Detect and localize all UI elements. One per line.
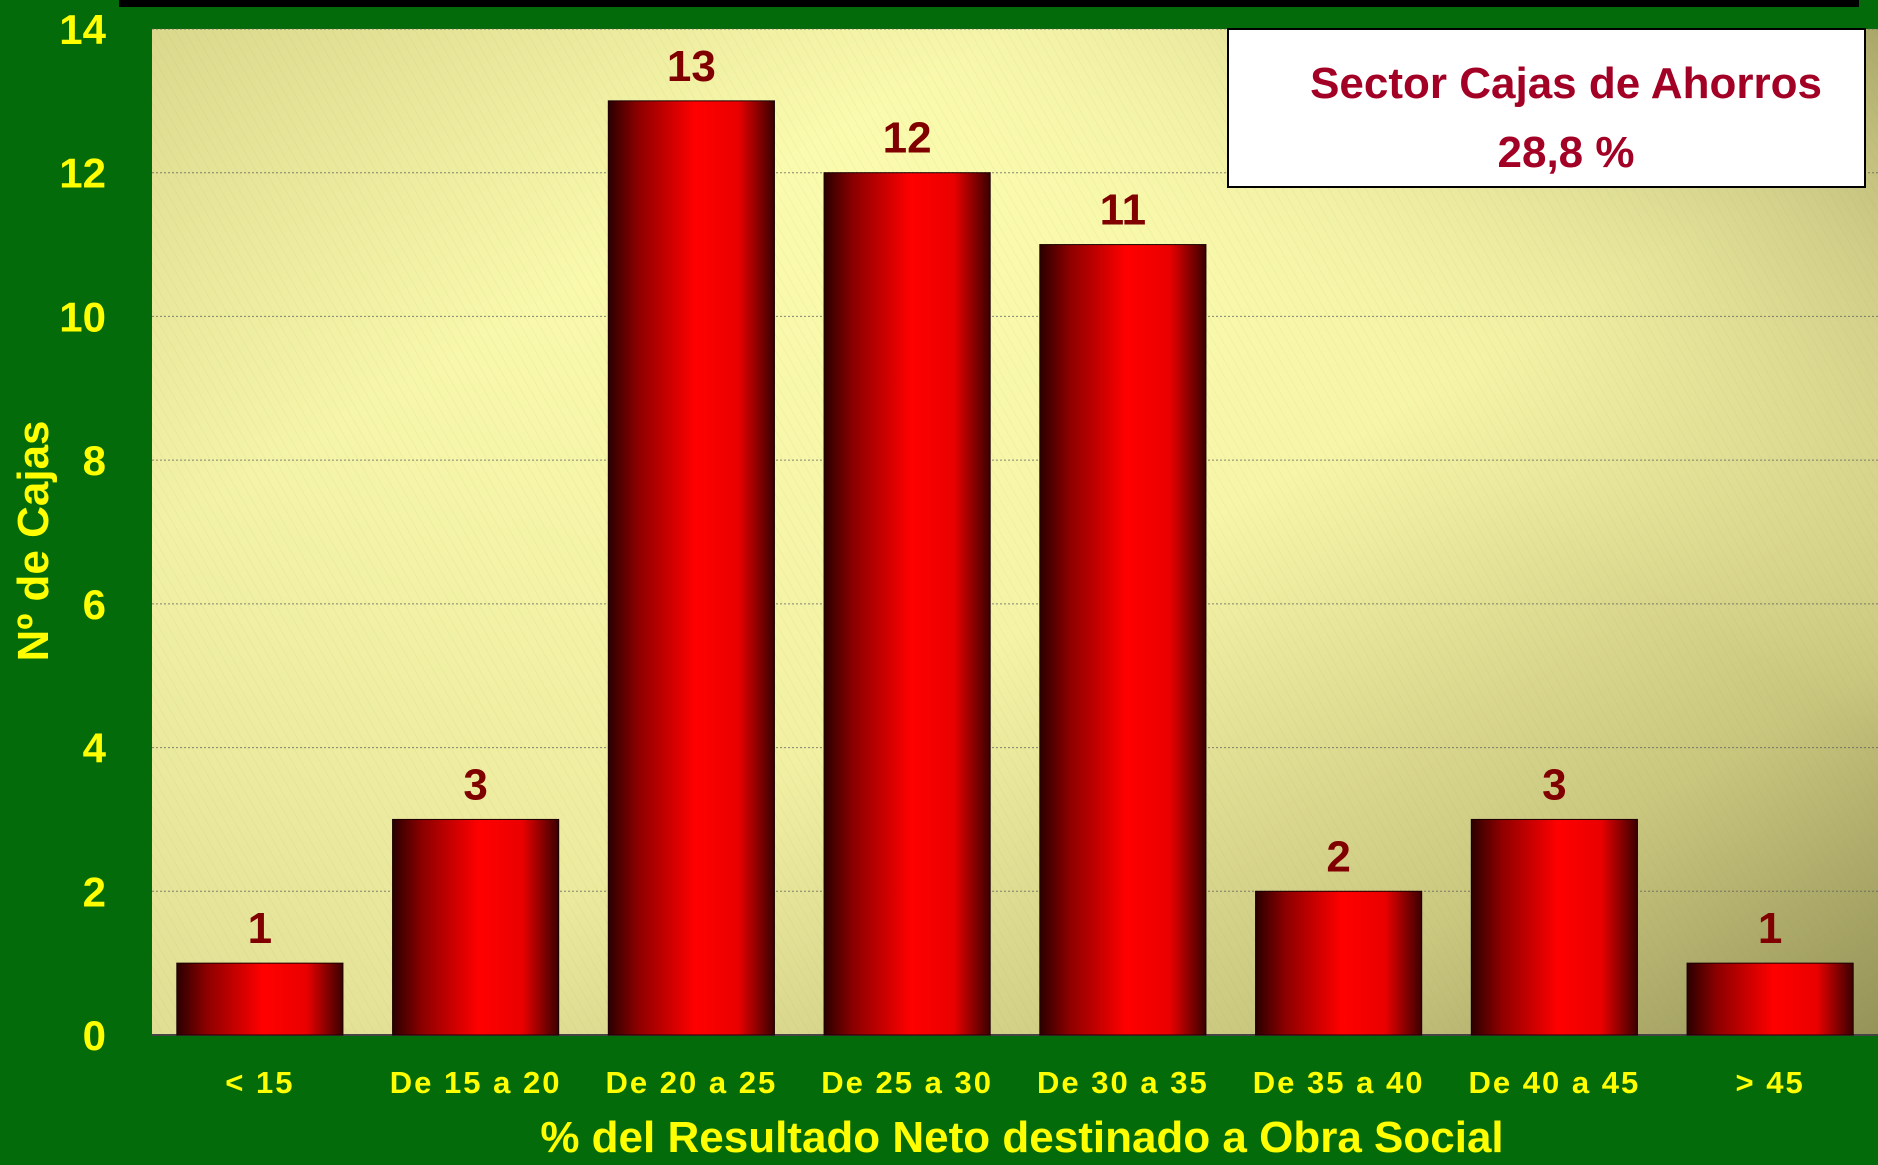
y-tick-label: 0	[83, 1012, 106, 1059]
x-tick-label: De 40 a 45	[1469, 1065, 1641, 1100]
bar	[1255, 890, 1423, 1036]
x-tick-label: De 20 a 25	[606, 1065, 778, 1100]
bar	[176, 962, 344, 1036]
bar	[392, 818, 560, 1036]
x-tick-label: De 15 a 20	[390, 1065, 562, 1100]
y-tick-label: 2	[83, 868, 106, 915]
x-tick-label: > 45	[1736, 1065, 1805, 1100]
y-tick-label: 6	[83, 581, 106, 628]
x-tick-label: De 35 a 40	[1253, 1065, 1425, 1100]
x-axis-title: % del Resultado Neto destinado a Obra So…	[540, 1113, 1503, 1160]
top-border-bar	[119, 0, 1859, 7]
y-tick-label: 12	[59, 150, 106, 197]
data-label: 3	[463, 760, 487, 809]
y-tick-label: 10	[59, 293, 106, 340]
x-tick-label: De 25 a 30	[821, 1065, 993, 1100]
bar	[823, 172, 991, 1036]
y-tick-label: 8	[83, 437, 106, 484]
data-label: 2	[1326, 832, 1350, 881]
y-tick-label: 14	[59, 6, 106, 53]
bar	[607, 100, 775, 1036]
bar	[1686, 962, 1854, 1036]
data-label: 11	[1100, 186, 1147, 235]
data-label: 12	[883, 114, 932, 163]
bar	[1039, 244, 1207, 1036]
data-label: 1	[1758, 904, 1782, 953]
annotation-box: Sector Cajas de Ahorros 28,8 %	[1227, 28, 1866, 188]
annotation-line-1: Sector Cajas de Ahorros	[1310, 59, 1822, 108]
y-tick-labels: 0 2 4 6 8 10 12 14	[59, 6, 106, 1059]
y-axis-title: Nº de Cajas	[9, 420, 58, 661]
bar	[1470, 818, 1638, 1036]
data-label: 13	[667, 42, 716, 91]
annotation-box-frame	[1227, 28, 1866, 188]
x-tick-labels: < 15 De 15 a 20 De 20 a 25 De 25 a 30 De 30 …	[225, 1065, 1805, 1100]
data-label: 3	[1542, 760, 1566, 809]
data-label: 1	[248, 904, 272, 953]
bars	[176, 100, 1854, 1036]
y-tick-label: 4	[83, 725, 107, 772]
annotation-line-2: 28,8 %	[1498, 128, 1635, 177]
x-tick-label: De 30 a 35	[1037, 1065, 1209, 1100]
x-tick-label: < 15	[225, 1065, 294, 1100]
